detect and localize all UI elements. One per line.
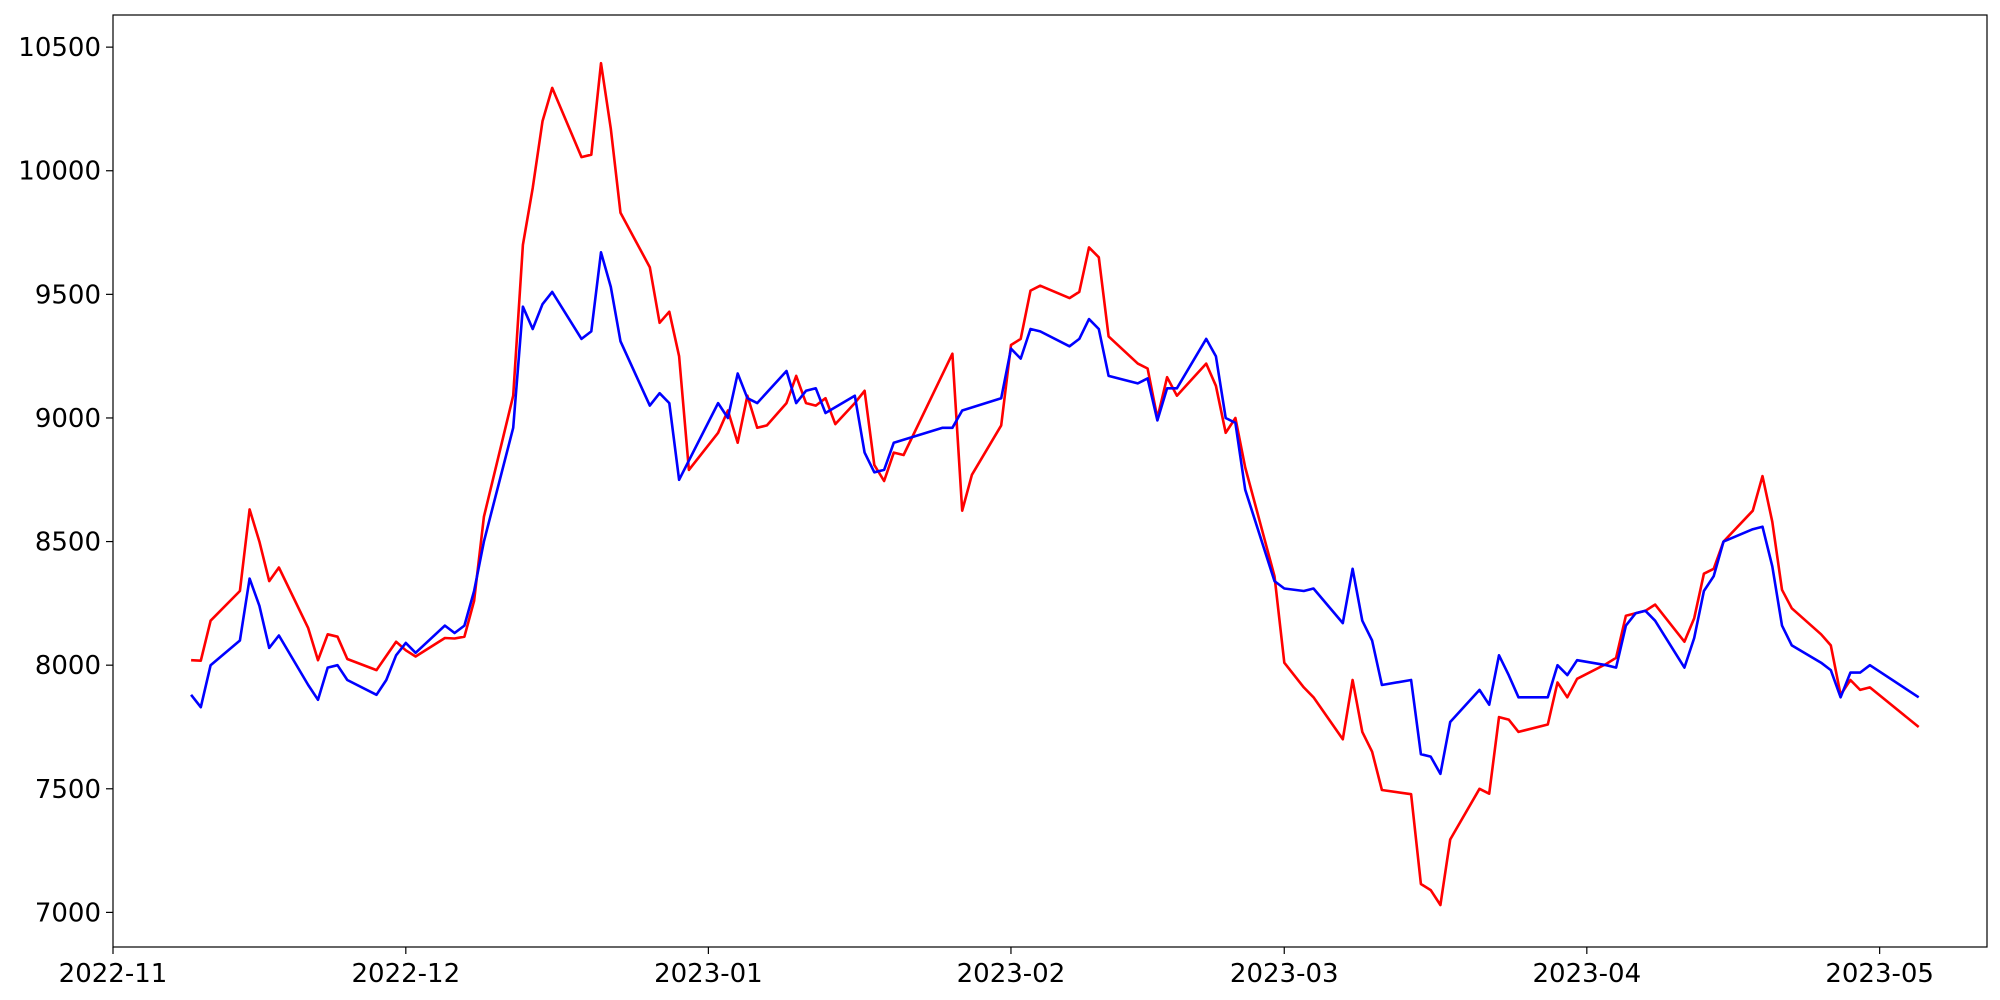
y-tick-label: 7000 <box>35 898 101 928</box>
x-axis: 2022-11 2022-12 2023-01 2023-02 2023-03 2023-… <box>59 947 1934 989</box>
y-tick-label: 7500 <box>35 775 101 805</box>
y-tick-label: 9500 <box>35 280 101 310</box>
y-tick-label: 8500 <box>35 528 101 558</box>
y-tick-label: 10500 <box>18 33 101 63</box>
x-tick-label: 2023-02 <box>957 959 1066 989</box>
y-tick-label: 10000 <box>18 157 101 187</box>
series-layer <box>190 61 1920 907</box>
x-tick-label: 2023-01 <box>654 959 763 989</box>
x-tick-label: 2022-12 <box>351 959 460 989</box>
y-tick-label: 8000 <box>35 651 101 681</box>
series-line-2 <box>190 251 1920 776</box>
series-line-1 <box>191 61 1920 907</box>
y-axis: 7000 7500 8000 8500 9000 9500 10000 10500 <box>18 33 113 928</box>
x-tick-label: 2023-03 <box>1230 959 1339 989</box>
y-tick-label: 9000 <box>35 404 101 434</box>
x-tick-label: 2022-11 <box>59 959 168 989</box>
plot-frame <box>112 14 1988 948</box>
x-tick-label: 2023-04 <box>1533 959 1642 989</box>
x-tick-label: 2023-05 <box>1825 959 1934 989</box>
